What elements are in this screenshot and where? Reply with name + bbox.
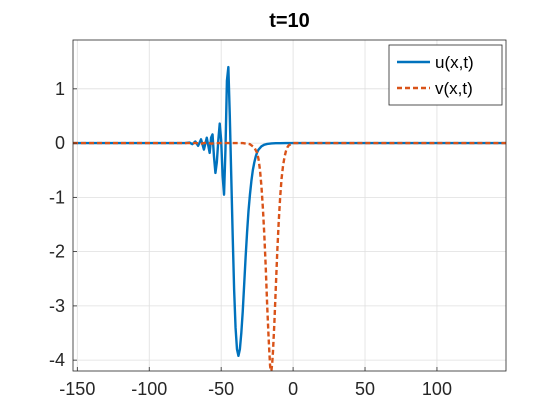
legend-box [388, 44, 503, 106]
y-tick-label: -2 [49, 242, 65, 262]
series-layer [73, 65, 506, 371]
x-tick-label: 50 [355, 379, 375, 399]
series-line-v [73, 141, 506, 371]
chart-title: t=10 [269, 10, 310, 32]
series-line-u [73, 65, 506, 358]
y-tick-label: 1 [55, 79, 65, 99]
x-tick-label: -150 [59, 379, 95, 399]
y-tick-label: -3 [49, 296, 65, 316]
ticks [73, 88, 438, 371]
y-tick-label: -4 [49, 350, 65, 370]
x-tick-label: -50 [208, 379, 234, 399]
legend-label: v(x,t) [435, 79, 473, 98]
y-tick-label: -1 [49, 187, 65, 207]
tick-labels: -150 -100 -50 0 50 100 -4 -3 -2 -1 0 1 [49, 79, 452, 399]
legend-label: u(x,t) [435, 53, 474, 72]
x-tick-label: 0 [288, 379, 298, 399]
legend: u(x,t) v(x,t) [388, 44, 503, 106]
axes-frame [72, 39, 507, 372]
y-tick-label: 0 [55, 133, 65, 153]
x-tick-label: -100 [131, 379, 167, 399]
x-tick-label: 100 [422, 379, 452, 399]
